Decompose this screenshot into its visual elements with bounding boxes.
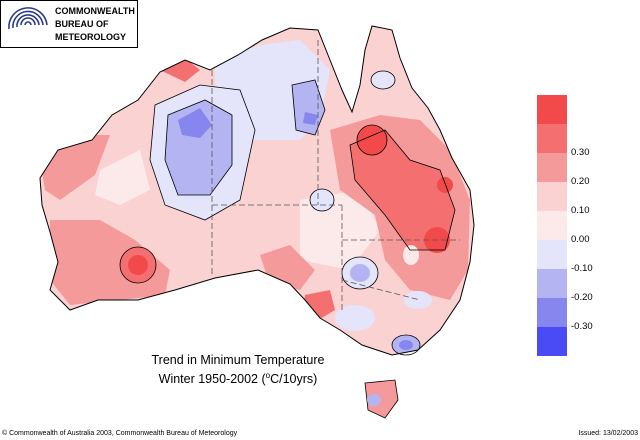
- legend-label: 0.10: [571, 205, 590, 216]
- state-borders: [211, 40, 460, 310]
- bom-swirl-logo-icon: [8, 7, 48, 30]
- map-title: Trend in Minimum Temperature Winter 1950…: [118, 353, 358, 387]
- logo-line-1: COMMONWEALTH: [55, 6, 135, 16]
- contour-lines: [119, 70, 456, 356]
- title-line-2: Winter 1950-2002 (oC/10yrs): [118, 368, 358, 387]
- legend: 0.30 0.20 0.10 0.00 -0.10 -0.20 -0.30: [537, 95, 627, 356]
- legend-label: 0.00: [571, 234, 590, 245]
- legend-label: 0.20: [571, 176, 590, 187]
- logo-text: COMMONWEALTH BUREAU OF METEOROLOGY: [55, 5, 139, 44]
- logo-line-2: BUREAU OF: [55, 19, 109, 29]
- title-line-2-suffix: C/10yrs): [270, 372, 318, 387]
- legend-label: 0.30: [571, 147, 590, 158]
- legend-swatch: [537, 240, 567, 269]
- title-line-2-prefix: Winter 1950-2002 (: [158, 372, 266, 387]
- legend-label: -0.30: [571, 321, 593, 332]
- copyright-footer: © Commonwealth of Australia 2003, Common…: [2, 430, 238, 437]
- legend-swatch: [537, 269, 567, 298]
- legend-swatch: [537, 182, 567, 211]
- title-line-1: Trend in Minimum Temperature: [151, 353, 325, 367]
- coastline: [39, 25, 475, 356]
- legend-swatch: [537, 298, 567, 327]
- legend-swatch: [537, 124, 567, 153]
- legend-swatch: [537, 211, 567, 240]
- legend-swatch: [537, 95, 567, 124]
- logo-line-3: METEOROLOGY: [55, 32, 127, 42]
- legend-swatch: [537, 153, 567, 182]
- tasmania: [364, 379, 399, 419]
- legend-swatch: [537, 327, 567, 356]
- logo-box: COMMONWEALTH BUREAU OF METEOROLOGY: [0, 0, 138, 48]
- legend-label: -0.10: [571, 263, 593, 274]
- legend-label: -0.20: [571, 292, 593, 303]
- degree-sup: o: [265, 371, 271, 380]
- issued-date: Issued: 13/02/2003: [578, 430, 638, 437]
